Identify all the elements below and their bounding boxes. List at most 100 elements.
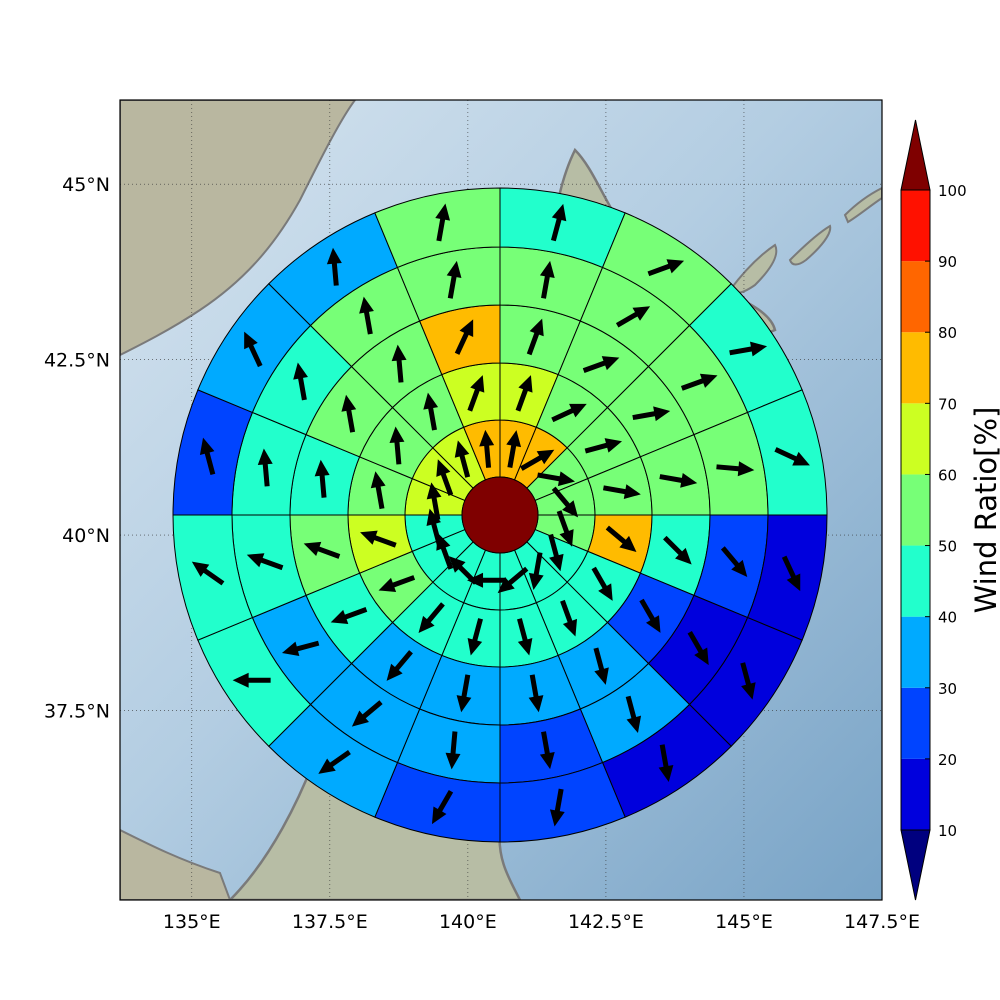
wind-arrow <box>687 630 709 666</box>
lat-tick-label: 45°N <box>62 174 110 196</box>
colorbar-frame <box>900 189 931 831</box>
colorbar-segment <box>901 474 930 546</box>
wind-arrow <box>497 566 529 594</box>
wind-arrow <box>435 203 451 242</box>
wind-arrow <box>359 296 374 335</box>
wind-arrow <box>729 341 768 357</box>
wind-arrow <box>199 437 216 475</box>
wind-arrow <box>446 260 462 299</box>
wind-arrow <box>326 247 342 286</box>
colorbar-tick-label: 20 <box>938 751 957 769</box>
colorbar-tick-label: 80 <box>938 324 957 342</box>
wind-arrow <box>515 375 533 412</box>
wind-arrow <box>454 440 471 478</box>
korea-coast <box>120 828 232 900</box>
lon-tick-label: 137.5°E <box>292 911 368 933</box>
wind-arrow <box>454 319 474 355</box>
wind-arrow <box>582 356 620 374</box>
wind-arrow <box>244 331 263 368</box>
colorbar-segment <box>901 190 930 262</box>
wind-arrow <box>378 575 416 593</box>
wind-arrow <box>389 426 405 465</box>
wind-arrow <box>551 486 579 518</box>
wind-arrow <box>426 482 442 521</box>
wind-arrow <box>781 555 801 592</box>
lat-tick-label: 37.5°N <box>44 701 110 723</box>
wind-arrow <box>232 672 271 688</box>
wind-arrow <box>539 731 555 770</box>
kuril-island-2 <box>788 224 832 266</box>
wind-arrow <box>281 640 320 657</box>
colorbar-segment <box>901 758 930 830</box>
wind-arrow <box>506 430 522 468</box>
colorbar-segment <box>901 687 930 759</box>
wind-arrow <box>639 598 661 633</box>
wind-arrow <box>303 541 341 559</box>
wind-arrow <box>520 449 555 471</box>
wind-arrow <box>591 566 613 601</box>
wind-arrow <box>539 260 555 299</box>
wind-arrow <box>318 749 351 774</box>
wind-arrow <box>549 788 565 827</box>
wind-arrow <box>720 546 748 577</box>
wind-arrow <box>467 375 485 412</box>
wind-arrow <box>537 471 575 487</box>
wind-arrow <box>551 403 587 423</box>
lat-tick-label: 42.5°N <box>44 350 110 372</box>
colorbar-segment <box>901 403 930 475</box>
colorbar-tick-label: 100 <box>938 182 967 200</box>
map-frame <box>119 99 883 901</box>
colorbar-under-extension <box>900 829 931 901</box>
wind-arrow <box>659 472 698 488</box>
axis-tick-labels: 135°E 137.5°E 140°E 142.5°E 145°E 147.5°E 45°N… <box>44 174 920 933</box>
wind-arrow <box>550 203 567 242</box>
wind-arrow <box>431 789 454 825</box>
wind-arrow <box>293 362 308 401</box>
wind-arrow <box>740 662 756 700</box>
colorbar-tick-label: 70 <box>938 395 957 413</box>
wind-arrow <box>246 553 284 571</box>
colorbar-tick-label: 40 <box>938 609 957 627</box>
wind-arrow <box>605 525 637 552</box>
kuril-island-1 <box>728 243 778 294</box>
wind-arrow <box>517 618 533 656</box>
wind-arrow <box>456 674 472 713</box>
wind-arrow <box>658 744 674 783</box>
lat-tick-label: 40°N <box>62 525 110 547</box>
wind-arrow <box>467 572 506 588</box>
colorbar-tick-label: 30 <box>938 680 957 698</box>
wind-arrow <box>632 406 671 422</box>
wind-arrow <box>647 259 685 277</box>
lon-tick-label: 135°E <box>163 911 221 933</box>
wind-arrow <box>548 533 564 572</box>
wind-arrow <box>370 471 386 510</box>
wind-arrow <box>448 556 478 585</box>
wind-arrow <box>386 650 413 681</box>
lon-tick-label: 140°E <box>439 911 497 933</box>
wind-arrow <box>716 461 755 477</box>
colorbar-label: Wind Ratio[%] <box>969 407 1000 614</box>
wind-arrows <box>191 203 810 827</box>
wind-arrow <box>560 599 578 637</box>
wind-arrow <box>479 429 495 468</box>
colorbar-tick-label: 90 <box>938 253 957 271</box>
wind-arrow <box>330 607 368 624</box>
colorbar-segment <box>901 616 930 688</box>
wind-arrow <box>191 561 225 586</box>
wind-arrow <box>360 530 397 548</box>
lon-tick-label: 147.5°E <box>844 911 920 933</box>
wind-arrow <box>680 373 718 391</box>
wind-arrow <box>391 344 407 383</box>
wind-arrow <box>556 510 574 547</box>
colorbar-tick-label: 60 <box>938 466 957 484</box>
wind-arrow <box>426 508 442 547</box>
lon-tick-label: 145°E <box>715 911 773 933</box>
wind-arrow <box>528 552 544 590</box>
colorbar-segment <box>901 545 930 617</box>
wind-arrow <box>528 674 544 713</box>
wind-arrow <box>584 438 623 454</box>
colorbar-tick-label: 10 <box>938 822 957 840</box>
wind-arrow <box>351 700 383 727</box>
colorbar-segment <box>901 261 930 333</box>
wind-arrow <box>625 695 642 734</box>
